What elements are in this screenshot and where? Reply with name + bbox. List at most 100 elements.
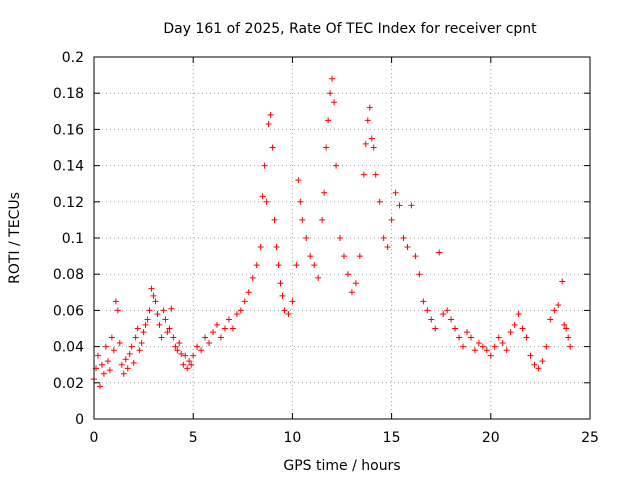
- data-point: [491, 343, 498, 350]
- data-point: [217, 334, 224, 341]
- data-point: [479, 343, 486, 350]
- data-point: [561, 321, 568, 328]
- data-point: [273, 244, 280, 251]
- data-point: [114, 307, 121, 314]
- data-point: [499, 339, 506, 346]
- data-point: [412, 253, 419, 260]
- data-point: [428, 316, 435, 323]
- data-point: [245, 289, 252, 296]
- y-tick-label: 0.08: [53, 267, 84, 283]
- data-point: [150, 292, 157, 299]
- data-point: [285, 311, 292, 318]
- data-point: [567, 343, 574, 350]
- data-point: [168, 305, 175, 312]
- data-point: [225, 316, 232, 323]
- data-point: [368, 135, 375, 142]
- data-point: [452, 325, 459, 332]
- data-point: [275, 262, 282, 269]
- data-point: [483, 347, 490, 354]
- data-point: [487, 352, 494, 359]
- data-point: [543, 343, 550, 350]
- data-point: [360, 171, 367, 178]
- data-point: [327, 90, 334, 97]
- data-point: [471, 347, 478, 354]
- y-tick-label: 0.1: [62, 231, 84, 247]
- data-point: [108, 334, 115, 341]
- data-point: [132, 334, 139, 341]
- data-point: [271, 216, 278, 223]
- ticks-layer: 0 0.02 0.04 0.06 0.08 0.1 0.12 0.14 0.16 0.18 0.2 0…: [53, 50, 599, 446]
- data-point: [128, 343, 135, 350]
- data-point: [176, 339, 183, 346]
- data-point: [210, 329, 217, 336]
- x-tick-label: 15: [383, 430, 401, 446]
- data-points-layer: [91, 75, 574, 390]
- data-point: [519, 325, 526, 332]
- data-point: [178, 350, 185, 357]
- data-point: [319, 216, 326, 223]
- data-point: [98, 361, 105, 368]
- data-point: [515, 311, 522, 318]
- data-point: [563, 325, 570, 332]
- data-point: [539, 358, 546, 365]
- data-point: [463, 329, 470, 336]
- y-tick-label: 0.16: [53, 122, 84, 138]
- x-tick-label: 0: [90, 430, 99, 446]
- data-point: [376, 198, 383, 205]
- y-tick-label: 0: [75, 412, 84, 428]
- data-point: [118, 361, 125, 368]
- data-point: [325, 117, 332, 124]
- data-point: [136, 347, 143, 354]
- data-point: [370, 144, 377, 151]
- data-point: [253, 262, 260, 269]
- grid-layer: [94, 57, 590, 419]
- data-point: [106, 367, 113, 374]
- data-point: [120, 370, 127, 377]
- data-point: [102, 343, 109, 350]
- data-point: [547, 316, 554, 323]
- data-point: [527, 352, 534, 359]
- data-point: [289, 298, 296, 305]
- data-point: [180, 361, 187, 368]
- data-point: [110, 347, 117, 354]
- data-point: [190, 352, 197, 359]
- x-axis-label: GPS time / hours: [283, 458, 400, 474]
- data-point: [356, 253, 363, 260]
- data-point: [344, 271, 351, 278]
- data-point: [424, 307, 431, 314]
- data-point: [321, 189, 328, 196]
- data-point: [380, 235, 387, 241]
- data-point: [166, 325, 173, 332]
- y-tick-label: 0.14: [53, 159, 84, 175]
- data-point: [160, 307, 167, 314]
- data-point: [221, 325, 228, 332]
- data-point: [281, 307, 288, 314]
- data-point: [362, 140, 369, 147]
- data-point: [134, 325, 141, 332]
- data-point: [126, 350, 133, 357]
- data-point: [214, 321, 221, 328]
- data-point: [352, 280, 359, 287]
- data-point: [257, 244, 264, 251]
- data-point: [249, 274, 256, 281]
- data-point: [384, 244, 391, 251]
- data-point: [277, 280, 284, 287]
- data-point: [130, 359, 137, 366]
- x-tick-label: 25: [581, 430, 599, 446]
- data-point: [340, 253, 347, 260]
- data-point: [122, 356, 129, 363]
- data-point: [269, 144, 276, 151]
- data-point: [420, 298, 427, 305]
- data-point: [259, 193, 266, 200]
- data-point: [194, 343, 201, 350]
- x-tick-label: 5: [189, 430, 198, 446]
- data-point: [237, 307, 244, 314]
- data-point: [444, 307, 451, 314]
- data-point: [229, 325, 236, 332]
- data-point: [142, 321, 149, 328]
- data-point: [408, 202, 415, 209]
- data-point: [366, 104, 373, 111]
- data-point: [206, 339, 213, 346]
- data-point: [551, 307, 558, 314]
